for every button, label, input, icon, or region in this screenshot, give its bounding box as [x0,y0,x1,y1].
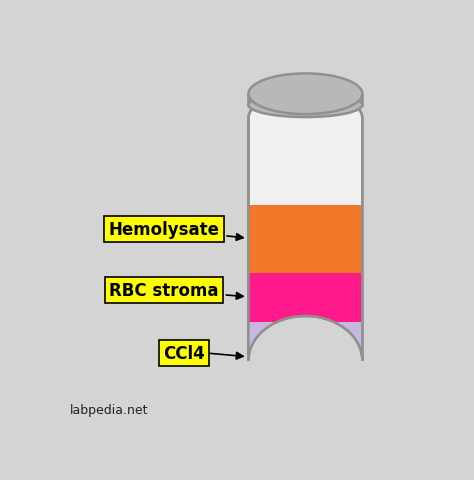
Bar [248,205,362,274]
Text: Hemolysate: Hemolysate [109,220,243,241]
Ellipse shape [248,74,362,115]
Text: CCl4: CCl4 [163,344,205,362]
Ellipse shape [248,94,362,118]
Bar [248,322,362,405]
Text: labpedia.net: labpedia.net [70,403,149,416]
Polygon shape [248,106,362,360]
Bar [248,274,362,322]
Bar [248,95,362,106]
Text: RBC stroma: RBC stroma [109,281,243,300]
